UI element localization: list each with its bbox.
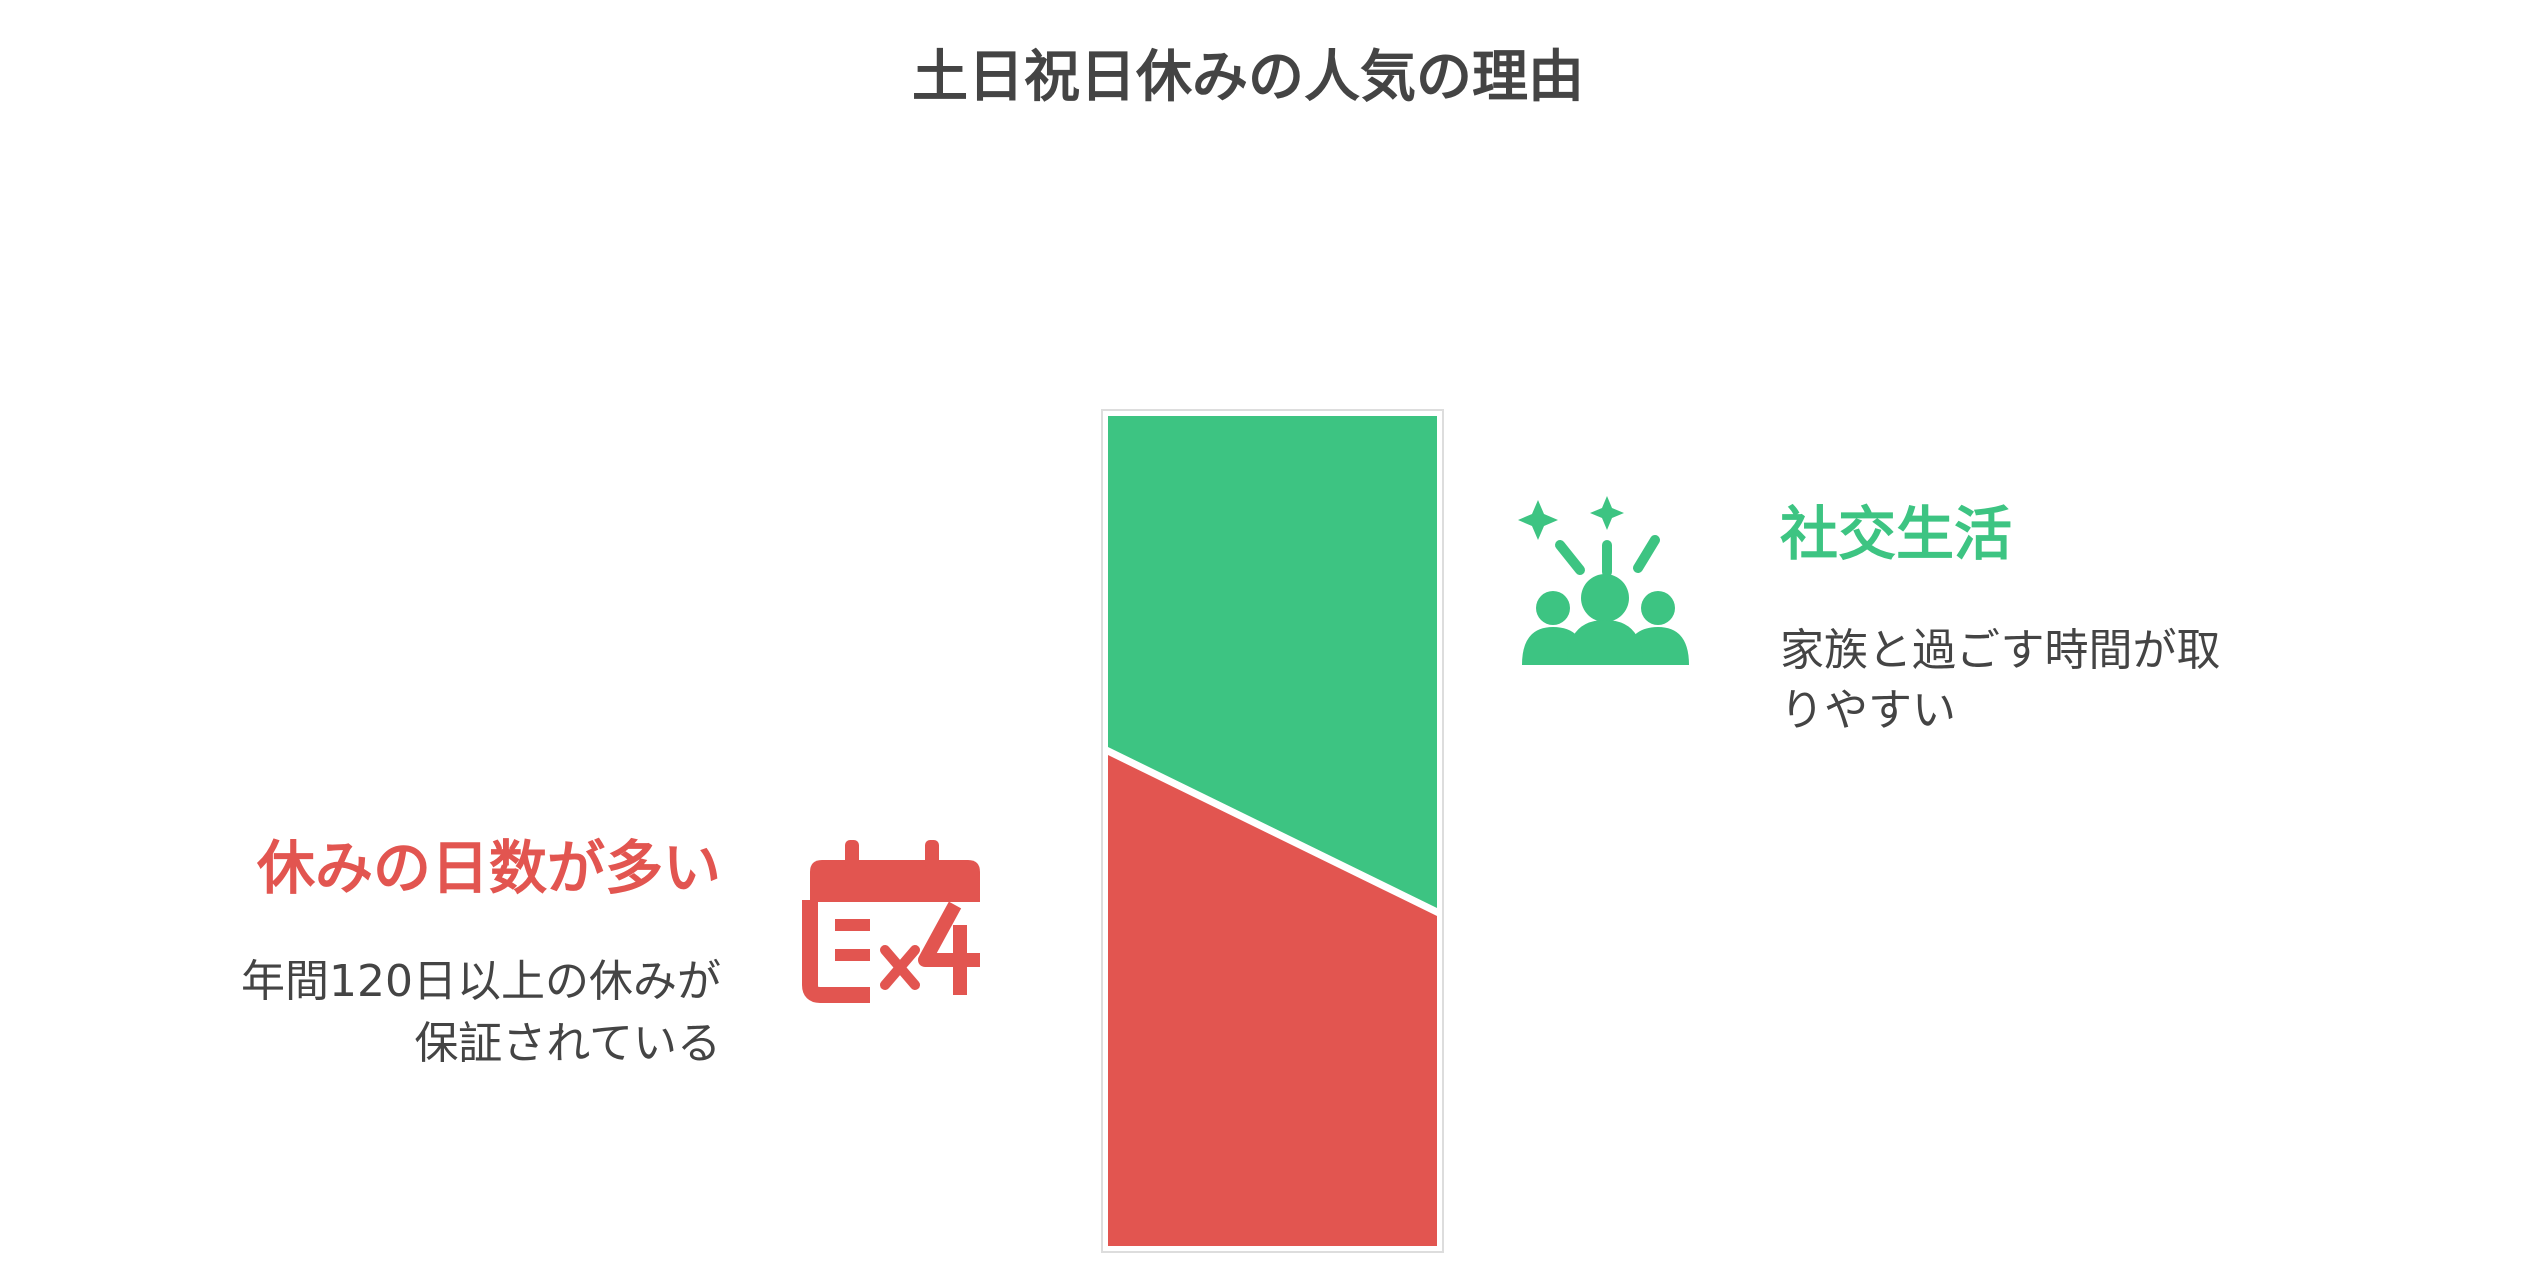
calendar-icon: [802, 840, 980, 1003]
item-description: 家族と過ごす時間が取: [1780, 625, 2220, 676]
social-icon: [1518, 496, 1689, 665]
green-segment: [1108, 416, 1437, 908]
item-description: 年間120日以上の休みが: [241, 956, 721, 1007]
red-segment: [1108, 755, 1437, 1246]
title: 土日祝日休みの人気の理由: [912, 45, 1584, 110]
split-bar: [1101, 409, 1444, 1253]
item-heading: 休みの日数が多い: [256, 834, 721, 902]
item-description: 保証されている: [414, 1018, 721, 1069]
item-description: りやすい: [1780, 685, 1956, 736]
item-heading: 社交生活: [1780, 500, 2012, 568]
